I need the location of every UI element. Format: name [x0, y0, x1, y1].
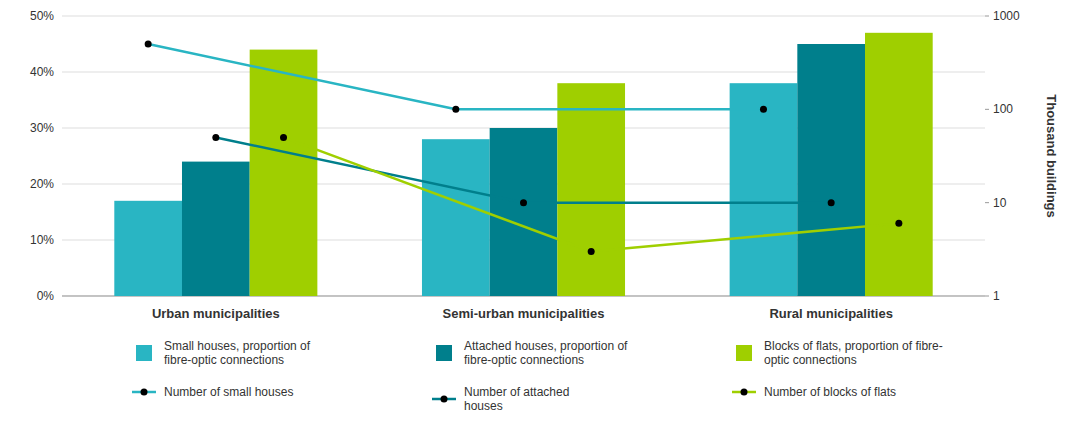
line-marker: [452, 106, 459, 113]
line-marker: [895, 220, 902, 227]
y2-tick: [985, 202, 989, 203]
y2-tick: [985, 16, 989, 17]
legend-marker: [441, 396, 448, 403]
legend-label: Small houses, proportion offibre-optic c…: [164, 339, 311, 367]
y-tick-label: 10%: [30, 233, 54, 247]
legend-marker: [741, 389, 748, 396]
bar: [557, 83, 625, 296]
x-tick-label: Urban municipalities: [152, 306, 280, 321]
legend-label: Number of blocks of flats: [764, 385, 896, 399]
line-marker: [212, 134, 219, 141]
bar: [730, 83, 798, 296]
y-tick-label: 20%: [30, 177, 54, 191]
line-marker: [828, 199, 835, 206]
line-marker: [280, 134, 287, 141]
bar: [865, 33, 933, 296]
legend-label: Blocks of flats, proportion of fibre-opt…: [764, 339, 943, 367]
legend-label: Attached houses, proportion offibre-opti…: [464, 339, 628, 367]
y2-tick-label: 1000: [993, 9, 1020, 23]
legend-swatch: [136, 345, 152, 361]
line: [148, 44, 763, 109]
line-marker: [145, 41, 152, 48]
marks: [114, 33, 932, 296]
bar: [182, 162, 250, 296]
bar: [250, 50, 318, 296]
y2-tick: [985, 296, 989, 297]
legend-swatch: [436, 345, 452, 361]
legend-swatch: [736, 345, 752, 361]
x-tick-label: Rural municipalities: [769, 306, 893, 321]
y2-tick: [985, 109, 989, 110]
line-marker: [520, 199, 527, 206]
legend: Small houses, proportion offibre-optic c…: [132, 339, 943, 413]
legend-marker: [141, 389, 148, 396]
chart: 0% 10% 20% 30% 40% 50% 1 10 100 1000 Thousand buil…: [0, 0, 1068, 438]
legend-label: Number of attachedhouses: [464, 385, 569, 413]
bar: [422, 139, 490, 296]
grid-line: [62, 16, 985, 17]
y-tick-label: 50%: [30, 9, 54, 23]
grid: [62, 16, 985, 296]
x-tick-label: Semi-urban municipalities: [443, 306, 605, 321]
y-tick-label: 0%: [37, 289, 55, 303]
bar: [490, 128, 558, 296]
y2-tick-label: 1: [993, 289, 1000, 303]
y2-tick-label: 10: [993, 196, 1007, 210]
y-tick-label: 40%: [30, 65, 54, 79]
legend-label: Number of small houses: [164, 385, 293, 399]
line: [284, 137, 899, 251]
bar: [114, 201, 182, 296]
bar: [797, 44, 865, 296]
y2-tick-label: 100: [993, 102, 1013, 116]
line-marker: [760, 106, 767, 113]
line-marker: [588, 248, 595, 255]
y-tick-label: 30%: [30, 121, 54, 135]
y2-axis-label: Thousand buildings: [1044, 94, 1059, 218]
